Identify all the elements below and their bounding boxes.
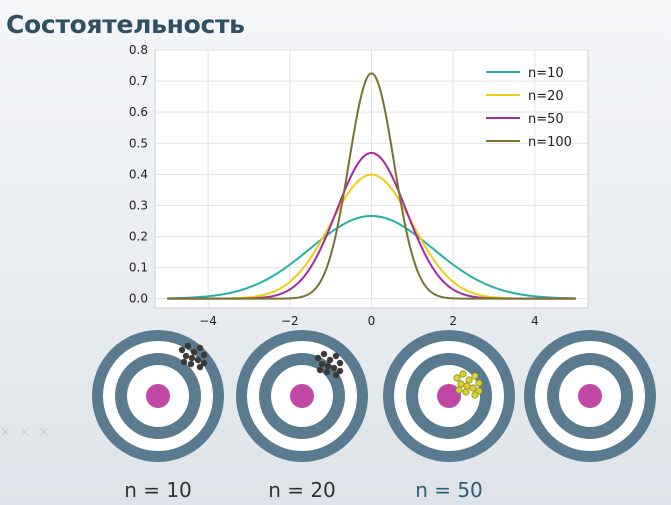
target-shot bbox=[178, 346, 186, 354]
target-shot bbox=[318, 360, 326, 368]
targets bbox=[92, 330, 656, 462]
target-shot bbox=[200, 351, 208, 359]
target-shot bbox=[332, 352, 340, 360]
target-shot bbox=[320, 350, 328, 358]
legend-label: n=20 bbox=[528, 89, 564, 104]
target-shot bbox=[180, 358, 188, 366]
target-shot bbox=[184, 342, 192, 350]
y-tick-label: 0.5 bbox=[129, 136, 148, 150]
series-line-n=10 bbox=[167, 214, 576, 300]
target bbox=[383, 330, 515, 462]
target-shot bbox=[459, 370, 467, 378]
target bbox=[92, 330, 224, 462]
y-tick-label: 0.0 bbox=[129, 292, 148, 306]
target-label: n = 50 bbox=[415, 478, 483, 502]
target-shot bbox=[316, 366, 324, 374]
target-shot bbox=[182, 352, 190, 360]
x-tick-label: 2 bbox=[449, 314, 457, 328]
legend-label: n=50 bbox=[528, 112, 564, 127]
slide-title: Состоятельность bbox=[6, 10, 245, 39]
target-bullseye bbox=[146, 384, 170, 408]
target-shot bbox=[455, 386, 463, 394]
target-shot bbox=[330, 364, 338, 372]
target-shot bbox=[326, 356, 334, 364]
y-tick-label: 0.2 bbox=[129, 230, 148, 244]
target-shot bbox=[200, 359, 208, 367]
target bbox=[524, 330, 656, 462]
target-shot bbox=[194, 356, 202, 364]
target-shot bbox=[332, 371, 340, 379]
target-label: n = 20 bbox=[268, 478, 336, 502]
target-shot bbox=[196, 344, 204, 352]
target-shot bbox=[188, 354, 196, 362]
target-shot bbox=[457, 380, 465, 388]
series-line-n=100 bbox=[167, 72, 576, 300]
target-shot bbox=[190, 348, 198, 356]
target bbox=[236, 330, 368, 462]
target-shot bbox=[469, 384, 477, 392]
legend-label: n=100 bbox=[528, 135, 572, 150]
x-tick-label: −2 bbox=[281, 314, 299, 328]
target-bullseye bbox=[578, 384, 602, 408]
x-tick-label: 0 bbox=[368, 314, 376, 328]
target-label: n = 10 bbox=[124, 478, 192, 502]
target-shot bbox=[471, 391, 479, 399]
y-tick-label: 0.4 bbox=[129, 167, 148, 181]
target-shot bbox=[465, 376, 473, 384]
target-bullseye bbox=[290, 384, 314, 408]
x-tick-label: 4 bbox=[531, 314, 539, 328]
target-shot bbox=[336, 359, 344, 367]
target-shot bbox=[336, 367, 344, 375]
target-shot bbox=[453, 374, 461, 382]
target-shot bbox=[475, 379, 483, 387]
target-shot bbox=[314, 354, 322, 362]
y-tick-label: 0.6 bbox=[129, 105, 148, 119]
target-shot bbox=[462, 388, 470, 396]
x-tick-label: −4 bbox=[199, 314, 217, 328]
y-tick-label: 0.8 bbox=[129, 43, 148, 57]
y-tick-label: 0.1 bbox=[129, 261, 148, 275]
target-bullseye bbox=[437, 384, 461, 408]
target-shot bbox=[196, 363, 204, 371]
target-shot bbox=[324, 362, 332, 370]
target-shot bbox=[323, 368, 331, 376]
y-tick-label: 0.7 bbox=[129, 74, 148, 88]
target-shot bbox=[463, 382, 471, 390]
legend-label: n=10 bbox=[528, 66, 564, 81]
y-tick-label: 0.3 bbox=[129, 198, 148, 212]
decorative-dots: × × × bbox=[0, 425, 51, 440]
target-shot bbox=[187, 360, 195, 368]
legend: n=10 n=20 n=50 n=100 bbox=[486, 66, 572, 150]
target-shot bbox=[471, 372, 479, 380]
